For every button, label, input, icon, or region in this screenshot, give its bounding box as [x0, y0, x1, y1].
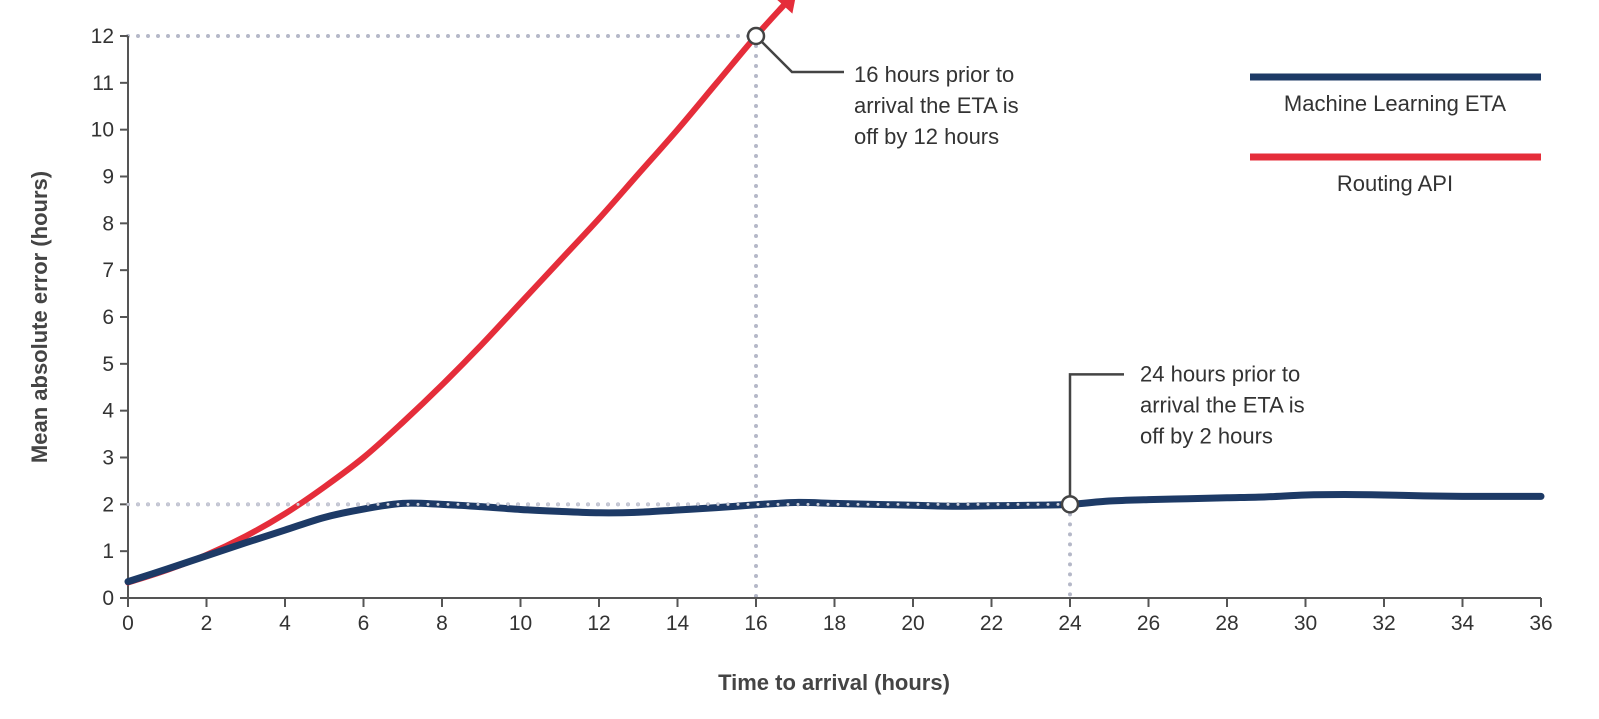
annotation-leader: [755, 35, 844, 74]
legend-label-ml: Machine Learning ETA: [1284, 91, 1506, 116]
x-tick-label: 30: [1294, 612, 1317, 635]
x-tick-label: 10: [509, 612, 532, 635]
x-tick-label: 28: [1215, 612, 1238, 635]
x-tick-label: 4: [279, 612, 291, 635]
annotation-marker: [746, 26, 766, 46]
x-tick-label: 18: [823, 612, 846, 635]
x-tick-label: 34: [1451, 612, 1475, 635]
y-tick-label: 12: [91, 25, 114, 48]
x-tick-label: 8: [436, 612, 448, 635]
legend-label-routing: Routing API: [1337, 171, 1453, 196]
x-tick-label: 24: [1058, 612, 1082, 635]
x-tick-label: 0: [122, 612, 134, 635]
x-tick-label: 22: [980, 612, 1003, 635]
legend: Machine Learning ETA Routing API: [1250, 73, 1541, 196]
x-tick-label: 32: [1372, 612, 1395, 635]
y-tick-label: 2: [102, 493, 114, 516]
y-tick-label: 10: [91, 119, 114, 142]
ml-eta-line: [124, 490, 1545, 586]
y-tick-label: 11: [92, 72, 114, 95]
y-tick-label: 0: [102, 587, 114, 610]
annotation-text: off by 2 hours: [1140, 423, 1273, 448]
annotation-text: 24 hours prior to: [1140, 361, 1300, 386]
routing-api-line: [125, 2, 787, 586]
x-tick-label: 36: [1529, 612, 1552, 635]
annotation-text: arrival the ETA is: [854, 93, 1019, 118]
y-tick-label: 1: [102, 540, 114, 563]
annotation-text: 16 hours prior to: [854, 62, 1014, 87]
x-tick-label: 26: [1137, 612, 1160, 635]
x-tick-label: 16: [744, 612, 767, 635]
x-tick-label: 20: [901, 612, 924, 635]
routing-arrowhead: [777, 0, 796, 14]
series-lines: [124, 0, 1545, 586]
annotation-marker: [1060, 495, 1080, 514]
x-tick-label: 6: [358, 612, 370, 635]
annotation-text: arrival the ETA is: [1140, 392, 1305, 417]
x-tick-label: 12: [587, 612, 610, 635]
y-tick-label: 4: [102, 400, 114, 423]
annotation-text: off by 12 hours: [854, 124, 999, 149]
y-tick-label: 9: [102, 166, 114, 189]
y-axis-title: Mean absolute error (hours): [27, 171, 52, 463]
y-tick-label: 8: [102, 212, 114, 235]
annotations: 16 hours prior to arrival the ETA is off b…: [746, 26, 1305, 514]
x-axis-title: Time to arrival (hours): [718, 670, 950, 695]
annotation-leader: [1068, 373, 1124, 505]
y-tick-label: 6: [102, 306, 114, 329]
y-tick-label: 7: [102, 259, 114, 282]
y-tick-label: 3: [102, 447, 114, 470]
x-tick-label: 14: [666, 612, 690, 635]
x-tick-label: 2: [201, 612, 213, 635]
y-tick-label: 5: [102, 353, 114, 376]
